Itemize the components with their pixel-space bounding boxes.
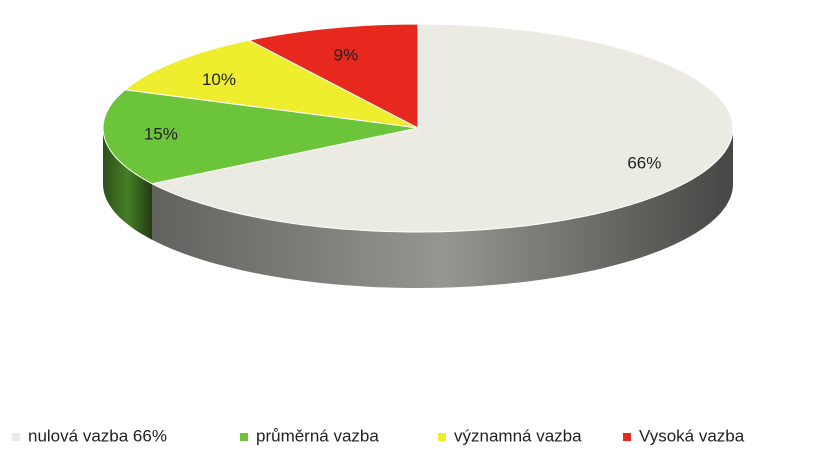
legend-marker [240,433,248,441]
pie-slice [150,23,734,233]
legend-marker [438,433,446,441]
pie-slice [247,23,419,129]
data-label: 10% [202,70,236,89]
legend-label: průměrná vazba [256,426,379,445]
pie-side-shade [103,128,152,240]
legend-label: významná vazba [454,426,582,445]
data-label: 66% [627,154,661,173]
legend-marker [623,433,631,441]
legend-marker [12,433,20,441]
pie-slice [102,89,419,185]
data-label: 15% [144,125,178,144]
legend-label: Vysoká vazba [639,426,745,445]
data-label: 9% [334,46,359,65]
legend-label: nulová vazba 66% [28,426,167,445]
pie-slice [123,39,419,129]
pie-side-shade [152,128,733,288]
